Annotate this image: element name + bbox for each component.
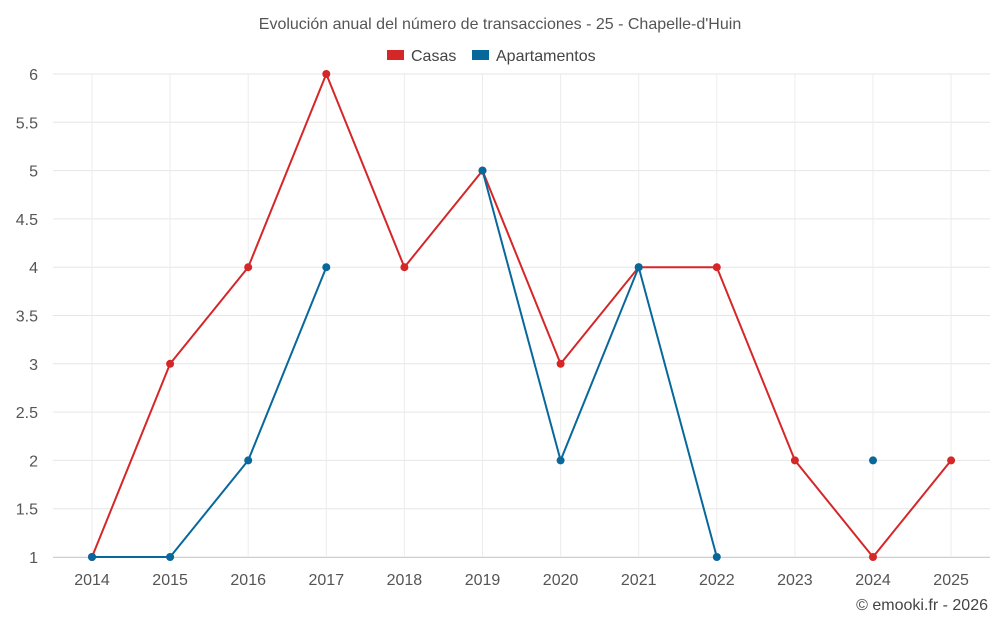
x-tick-label: 2015 — [152, 572, 188, 589]
chart-title: Evolución anual del número de transaccio… — [259, 16, 741, 33]
data-point-casas — [166, 359, 175, 368]
y-tick-label: 5.5 — [16, 115, 38, 132]
x-tick-label: 2022 — [699, 572, 735, 589]
data-point-casas — [322, 70, 331, 78]
x-tick-label: 2016 — [230, 572, 266, 589]
data-point-casas — [556, 359, 565, 368]
data-point-apartamentos — [478, 166, 487, 175]
legend-swatch-casas — [387, 50, 404, 60]
data-point-apartamentos — [322, 263, 331, 272]
y-tick-label: 6 — [29, 67, 38, 84]
legend-swatch-apartamentos — [472, 50, 489, 60]
x-tick-label: 2018 — [387, 572, 423, 589]
data-point-apartamentos — [634, 263, 643, 272]
legend-label-apartamentos: Apartamentos — [496, 48, 596, 65]
x-axis: 2014 2015 2016 2017 2018 2019 2020 2021 2022 2023… — [74, 572, 969, 589]
legend-label-casas: Casas — [411, 48, 456, 65]
data-point-apartamentos — [712, 553, 721, 561]
x-tick-label: 2024 — [855, 572, 891, 589]
y-axis: 1 1.5 2 2.5 3 3.5 4 4.5 5 5.5 6 — [16, 67, 38, 567]
y-tick-label: 1 — [29, 550, 38, 567]
y-tick-label: 2.5 — [16, 405, 38, 422]
x-tick-label: 2020 — [543, 572, 579, 589]
y-tick-label: 3 — [29, 357, 38, 374]
x-tick-label: 2021 — [621, 572, 657, 589]
data-point-apartamentos — [244, 456, 253, 465]
series-layer — [88, 70, 956, 561]
data-point-casas — [869, 553, 877, 561]
credit-text: © emooki.fr - 2026 — [856, 597, 988, 614]
x-tick-label: 2025 — [933, 572, 969, 589]
x-tick-label: 2023 — [777, 572, 813, 589]
data-point-casas — [712, 263, 721, 272]
data-point-casas — [790, 456, 799, 465]
series-line-apartamentos — [92, 266, 328, 558]
data-point-casas — [400, 263, 409, 272]
y-tick-label: 5 — [29, 164, 38, 181]
y-tick-label: 4.5 — [16, 212, 38, 229]
data-point-apartamentos — [88, 553, 96, 561]
data-point-casas — [244, 263, 253, 272]
legend: Casas Apartamentos — [387, 48, 596, 65]
data-point-casas — [947, 456, 956, 465]
y-tick-label: 1.5 — [16, 502, 38, 519]
x-tick-label: 2017 — [309, 572, 345, 589]
series-line-apartamentos — [481, 170, 718, 558]
y-tick-label: 2 — [29, 453, 38, 470]
x-tick-label: 2019 — [465, 572, 501, 589]
y-tick-label: 4 — [29, 260, 38, 277]
data-point-apartamentos — [556, 456, 565, 465]
data-point-apartamentos — [869, 456, 877, 465]
x-tick-label: 2014 — [74, 572, 110, 589]
series-line-casas — [91, 73, 952, 558]
y-tick-label: 3.5 — [16, 309, 38, 326]
data-point-apartamentos — [166, 553, 175, 561]
